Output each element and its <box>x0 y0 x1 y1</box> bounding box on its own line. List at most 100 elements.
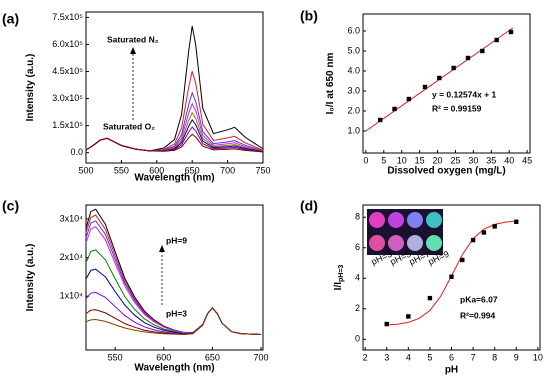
y-tick-label: 1x10⁴ <box>60 291 84 301</box>
x-tick-label: 35 <box>486 155 496 165</box>
y-tick-label: 8 <box>355 212 360 222</box>
data-point <box>437 75 442 81</box>
y-tick-label: 4.5x10⁵ <box>52 66 83 76</box>
series-line <box>85 307 262 336</box>
y-tick-label: 0 <box>355 334 360 344</box>
well <box>407 212 423 228</box>
x-tick-label: 7 <box>471 352 476 362</box>
panel-label: (d) <box>300 198 318 214</box>
y-tick-label: 4.0 <box>347 65 360 75</box>
y-axis-label-main: I₀/I at 650 nm <box>325 53 336 115</box>
y-tick-label: 1.5x10⁵ <box>52 120 83 130</box>
y-tick-label: 6.0 <box>347 25 360 35</box>
well <box>407 235 423 251</box>
arrows <box>132 52 163 305</box>
plot-frame <box>85 11 264 164</box>
well <box>369 235 385 251</box>
x-tick-label: 15 <box>415 155 425 165</box>
x-tick-label: 6 <box>449 352 454 362</box>
x-tick-label: 20 <box>433 155 443 165</box>
well <box>369 212 385 228</box>
data-point <box>427 295 433 301</box>
x-tick-label: 10 <box>533 352 543 362</box>
panel-label: (c) <box>2 198 19 214</box>
data-point <box>449 274 454 279</box>
x-tick-label: 3 <box>384 352 389 362</box>
annotation: pKa=6.07 <box>460 294 498 304</box>
y-tick-label: 2x10⁴ <box>60 252 84 262</box>
data-point <box>406 96 412 102</box>
x-tick-label: 9 <box>514 352 519 362</box>
x-axis-label: Wavelength (nm) <box>134 363 214 374</box>
series-line <box>85 268 262 336</box>
x-tick-label: 700 <box>254 352 269 362</box>
x-tick-label: 650 <box>185 165 200 175</box>
data-point <box>422 84 428 90</box>
y-tick-label: 1.0 <box>347 125 360 135</box>
y-tick-label: 2 <box>355 303 360 313</box>
y-tick-label: 3.0 <box>347 85 360 95</box>
x-tick-label: 750 <box>255 165 270 175</box>
arrowheads <box>130 47 165 252</box>
y-tick-label: 4 <box>355 273 360 283</box>
arrowhead <box>130 47 136 54</box>
x-tick-label: 5 <box>427 352 432 362</box>
x-axis-label: Wavelength (nm) <box>134 173 214 184</box>
well <box>426 235 442 251</box>
data-point <box>392 106 397 112</box>
x-tick-label: 600 <box>156 352 171 362</box>
x-axis-label: Dissolved oxygen (mg/L) <box>387 166 505 177</box>
data-point <box>481 230 487 235</box>
x-tick-label: 5 <box>381 155 386 165</box>
data-point <box>451 65 456 71</box>
arrowhead <box>159 245 165 252</box>
x-axis-label: pH <box>445 365 458 376</box>
y-axis-label-main: I/I <box>333 282 344 291</box>
well <box>388 212 404 228</box>
y-tick-label: 6 <box>355 242 360 252</box>
y-axis-label: Intensity (a.u.) <box>25 244 36 312</box>
x-tick-label: 0 <box>363 155 368 165</box>
y-axis-label: I/IpH=3 <box>333 265 345 291</box>
data-point <box>492 224 497 229</box>
plot-frame <box>85 204 264 351</box>
x-tick-label: 550 <box>114 165 129 175</box>
annotation: pH=9 <box>166 235 187 245</box>
annotation: y = 0.12574x + 1 <box>432 89 497 99</box>
data-point <box>514 219 519 224</box>
annotation: R² = 0.99159 <box>432 103 482 113</box>
x-tick-label: 550 <box>108 352 123 362</box>
x-tick-label: 30 <box>468 155 478 165</box>
data-point <box>460 257 465 263</box>
y-axis-label: I₀/I at 650 nm <box>325 53 336 115</box>
data-point <box>384 321 389 327</box>
x-tick-label: 40 <box>504 155 514 165</box>
data-point <box>406 314 411 319</box>
series-line <box>85 25 264 152</box>
x-tick-label: 4 <box>406 352 411 362</box>
x-tick-label: 25 <box>450 155 460 165</box>
y-tick-label: 3.0x10⁵ <box>52 93 83 103</box>
data-point <box>378 117 383 123</box>
annotation: pH=3 <box>166 308 187 318</box>
panel-label: (b) <box>300 8 318 24</box>
panel-label: (a) <box>2 11 19 27</box>
well <box>388 235 404 251</box>
x-tick-label: 45 <box>522 155 532 165</box>
x-tick-label: 600 <box>149 165 164 175</box>
y-axis-label: Intensity (a.u.) <box>25 54 36 122</box>
x-tick-label: 2 <box>363 352 368 362</box>
inset-photo <box>367 209 443 255</box>
series-line <box>85 249 262 336</box>
well <box>426 212 442 228</box>
series-line <box>85 133 264 153</box>
x-tick-label: 8 <box>492 352 497 362</box>
annotation: Saturated O₂ <box>103 121 155 131</box>
y-axis-label-main: Intensity (a.u.) <box>25 244 36 312</box>
x-tick-label: 10 <box>397 155 407 165</box>
data-point <box>480 48 485 54</box>
y-tick-label: 6.0x10⁵ <box>52 39 83 49</box>
y-tick-label: 2.0 <box>347 105 360 115</box>
x-tick-label: 500 <box>78 165 93 175</box>
